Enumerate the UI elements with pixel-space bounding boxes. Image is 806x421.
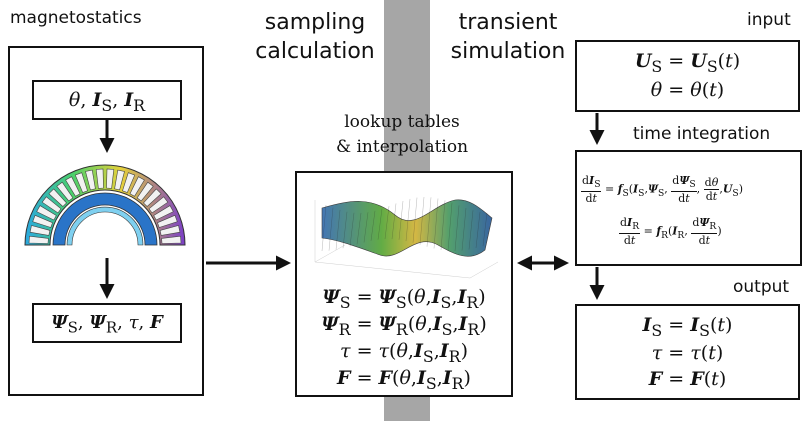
label-calculation: calculation: [255, 39, 375, 64]
surface-mesh-line: [398, 200, 404, 240]
stator-slot: [95, 168, 104, 189]
stator-slot: [65, 176, 81, 197]
stator-slot: [106, 168, 115, 189]
stator-slot: [159, 225, 181, 236]
lookup-eq-psi-r: ΨR = ΨR(θ,IS,IR): [321, 313, 487, 339]
output-eq-torque: τ = τ(t): [651, 342, 724, 364]
label-magnetostatics: magnetostatics: [10, 8, 142, 28]
stator-slot: [122, 172, 136, 193]
stator-slot: [143, 188, 162, 207]
label-transient-simulation: transient simulation: [432, 8, 584, 66]
surface-mesh-line: [391, 203, 397, 240]
ode-rotor: dIR dt = fR(IR, dΨR dt): [619, 216, 722, 248]
label-transient: transient: [458, 10, 558, 35]
surface-mesh-line: [475, 211, 481, 249]
stator-slot: [28, 235, 49, 244]
lookup-eq-force: F = F(θ,IS,IR): [337, 367, 471, 393]
stator-slot: [153, 205, 174, 221]
surface-mesh-line: [447, 202, 453, 251]
stator-slot: [74, 172, 88, 193]
surface-mesh-line: [356, 212, 362, 245]
stator-slot: [32, 214, 53, 228]
surface-mesh-line: [328, 207, 334, 251]
label-input: input: [747, 10, 791, 30]
input-eq-theta: θ = θ(t): [650, 79, 725, 101]
label-interpolation: & interpolation: [335, 137, 469, 157]
surface-mesh-line: [433, 198, 439, 249]
output-box: IS = IS(t) τ = τ(t) F = F(t): [575, 304, 800, 400]
stator-slot: [41, 196, 62, 214]
surface-mesh-line: [335, 209, 341, 250]
stator-slot: [29, 225, 51, 236]
surface-mesh-line: [405, 198, 411, 242]
stator-slot: [157, 214, 178, 228]
stator-slot: [114, 169, 125, 191]
stator-slot: [48, 188, 67, 207]
surface-mesh-line: [461, 207, 467, 251]
surface-mesh-line: [454, 205, 460, 252]
output-eq-force: F = F(t): [648, 368, 727, 390]
stator-slot: [56, 181, 74, 202]
label-lookup: lookup tables: [344, 112, 460, 132]
output-eq-current: IS = IS(t): [642, 314, 733, 340]
fe-input-box: θ, IS, IR: [32, 80, 182, 120]
ode-stator: dIS dt = fS(IS,ΨS, dΨS dt, dθ dt ,US): [581, 174, 743, 206]
stator-slot: [161, 235, 182, 244]
lookup-eq-tau: τ = τ(θ,IS,IR): [340, 340, 468, 366]
fe-output-box: ΨS, ΨR, τ, F: [32, 303, 182, 343]
surface-mesh-line: [377, 208, 383, 240]
stator-slot: [148, 196, 169, 214]
stator-slot: [129, 176, 145, 197]
surface-mesh-line: [440, 200, 446, 250]
surface-mesh-line: [482, 212, 488, 247]
stator-slot: [136, 181, 154, 202]
surface-mesh-line: [468, 210, 474, 250]
surface-mesh-line: [321, 204, 327, 252]
surface-mesh-line: [342, 211, 348, 249]
fe-input-expr: θ, IS, IR: [68, 89, 146, 115]
lookup-eq-psi-s: ΨS = ΨS(θ,IS,IR): [322, 286, 486, 312]
surface-mesh-line: [412, 197, 418, 243]
stator-slot: [85, 169, 96, 191]
stator-slot: [36, 205, 57, 221]
surface-mesh-line: [426, 197, 432, 247]
label-lookup-tables: lookup tables & interpolation: [314, 110, 490, 160]
input-box: US = US(t) θ = θ(t): [575, 40, 800, 112]
label-output: output: [733, 277, 790, 297]
surface-mesh-line: [384, 206, 390, 240]
surface-mesh-line: [370, 210, 376, 241]
fe-output-expr: ΨS, ΨR, τ, F: [51, 312, 163, 337]
label-sampling-calculation: sampling calculation: [244, 8, 386, 66]
label-sampling: sampling: [264, 10, 366, 35]
surface-mesh-line: [349, 212, 355, 247]
label-simulation: simulation: [450, 39, 566, 64]
input-eq-voltage: US = US(t): [634, 50, 741, 76]
surface-mesh-line: [419, 196, 425, 245]
surface-mesh-line: [363, 212, 369, 243]
label-time-integration: time integration: [633, 124, 771, 144]
time-integration-box: dIS dt = fS(IS,ΨS, dΨS dt, dθ dt ,US) dIR dt …: [575, 150, 802, 266]
